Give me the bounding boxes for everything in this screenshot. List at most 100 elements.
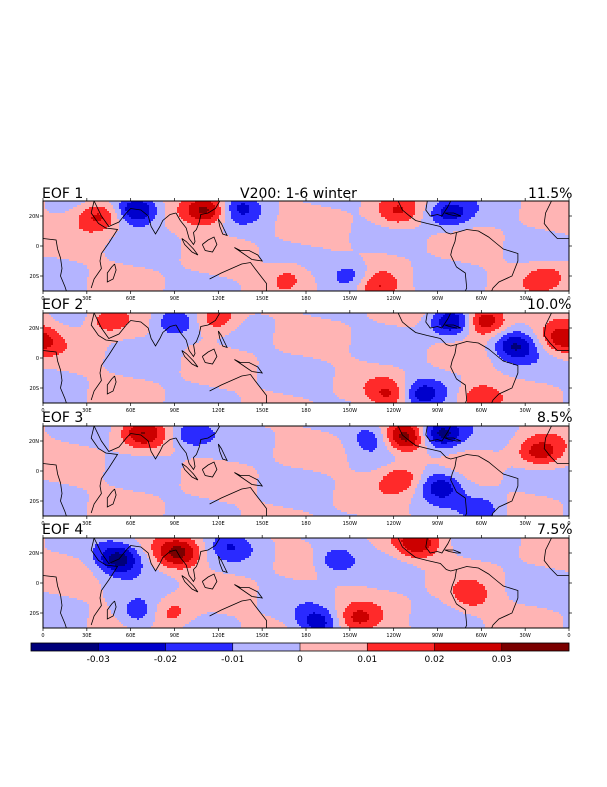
colorbar-swatch bbox=[434, 643, 502, 651]
lat-tick-label: 0 bbox=[36, 244, 39, 250]
eof-field-1 bbox=[43, 201, 569, 291]
lon-tick-label: 90E bbox=[170, 633, 180, 639]
coastlines-1 bbox=[43, 201, 569, 291]
lon-tick-label: 180 bbox=[301, 521, 311, 527]
lat-tick-label: 0 bbox=[36, 581, 39, 587]
lon-tick-label: 60W bbox=[476, 633, 487, 639]
coastlines-4 bbox=[43, 538, 569, 628]
lon-tick-label: 150W bbox=[343, 521, 358, 527]
coastlines-2 bbox=[43, 313, 569, 403]
colorbar-label: 0.01 bbox=[357, 655, 377, 665]
colorbar-swatch bbox=[98, 643, 166, 651]
lon-tick-label: 60E bbox=[126, 296, 136, 302]
lon-tick-label: 60W bbox=[476, 408, 487, 414]
lon-tick-label: 180 bbox=[301, 408, 311, 414]
colorbar-swatch bbox=[300, 643, 368, 651]
panel-1-variance: 11.5% bbox=[528, 187, 572, 201]
lon-tick-label: 90E bbox=[170, 521, 180, 527]
colorbar-label: 0.02 bbox=[424, 655, 444, 665]
lon-tick-label: 0 bbox=[41, 633, 44, 639]
lon-tick-label: 120W bbox=[386, 633, 401, 639]
panel-2-variance: 10.0% bbox=[527, 298, 571, 312]
colorbar-label: -0.02 bbox=[154, 655, 177, 665]
lon-tick-label: 30W bbox=[520, 521, 531, 527]
lon-tick-label: 90W bbox=[432, 633, 443, 639]
lon-tick-label: 150E bbox=[256, 521, 269, 527]
lon-tick-label: 30E bbox=[82, 296, 92, 302]
lat-tick-label: 20S bbox=[29, 274, 39, 280]
lon-tick-label: 120E bbox=[212, 521, 225, 527]
lon-tick-label: 0 bbox=[567, 521, 570, 527]
colorbar-label: -0.03 bbox=[87, 655, 110, 665]
eof-field-3 bbox=[43, 426, 569, 516]
lon-tick-label: 0 bbox=[567, 633, 570, 639]
lon-tick-label: 60W bbox=[476, 296, 487, 302]
colorbar-swatch bbox=[232, 643, 301, 651]
lon-tick-label: 30W bbox=[520, 296, 531, 302]
lat-tick-label: 20S bbox=[29, 611, 39, 617]
colorbar-label: 0 bbox=[297, 655, 303, 665]
eof-panel-4: 0 30E 60E 90E 120E 150E 180 150W 120W 90W 60W 30W 0 2… bbox=[29, 535, 572, 639]
lon-tick-label: 30E bbox=[82, 633, 92, 639]
lon-tick-label: 60W bbox=[476, 521, 487, 527]
coastlines-3 bbox=[43, 426, 569, 516]
lat-tick-label: 20S bbox=[29, 386, 39, 392]
lon-tick-label: 120E bbox=[212, 408, 225, 414]
lat-tick-label: 0 bbox=[36, 469, 39, 475]
lon-tick-label: 30W bbox=[520, 408, 531, 414]
lat-tick-label: 20S bbox=[29, 499, 39, 505]
lat-tick-label: 20N bbox=[29, 214, 39, 220]
lon-tick-label: 0 bbox=[41, 408, 44, 414]
panel-4-label: EOF 4 bbox=[42, 523, 83, 537]
lon-tick-label: 180 bbox=[301, 633, 311, 639]
lon-tick-label: 120E bbox=[212, 633, 225, 639]
eof-field-4 bbox=[43, 538, 569, 628]
lon-tick-label: 0 bbox=[41, 521, 44, 527]
lon-tick-label: 150E bbox=[256, 633, 269, 639]
lat-tick-label: 0 bbox=[36, 356, 39, 362]
panel-3-label: EOF 3 bbox=[42, 411, 83, 425]
lon-tick-label: 150W bbox=[343, 296, 358, 302]
panel-1-label: EOF 1 bbox=[42, 187, 83, 201]
lon-tick-label: 60E bbox=[126, 408, 136, 414]
lat-tick-label: 20N bbox=[29, 551, 39, 557]
eof-field-2 bbox=[43, 313, 569, 403]
colorbar-label: 0.03 bbox=[492, 655, 512, 665]
lon-tick-label: 150W bbox=[343, 408, 358, 414]
lon-tick-label: 90W bbox=[432, 521, 443, 527]
lon-tick-label: 120W bbox=[386, 521, 401, 527]
eof-panel-3: 0 30E 60E 90E 120E 150E 180 150W 120W 90W 60W 30W 0 2… bbox=[29, 423, 572, 527]
lon-tick-label: 90W bbox=[432, 296, 443, 302]
lon-tick-label: 90E bbox=[170, 408, 180, 414]
lon-tick-label: 150E bbox=[256, 408, 269, 414]
panel-4-variance: 7.5% bbox=[537, 523, 573, 537]
lon-tick-label: 150E bbox=[256, 296, 269, 302]
colorbar-swatch bbox=[165, 643, 233, 651]
lon-tick-label: 120E bbox=[212, 296, 225, 302]
colorbar-label: -0.01 bbox=[221, 655, 244, 665]
colorbar-swatch bbox=[367, 643, 435, 651]
eof-panel-1: 0 30E 60E 90E 120E 150E 180 150W 120W 90W 60W 30W 0 2… bbox=[29, 198, 572, 302]
panel-3-variance: 8.5% bbox=[537, 411, 573, 425]
lon-tick-label: 30W bbox=[520, 633, 531, 639]
colorbar-swatch bbox=[501, 643, 570, 651]
lon-tick-label: 120W bbox=[386, 408, 401, 414]
lon-tick-label: 0 bbox=[567, 408, 570, 414]
colorbar: -0.03 -0.02 -0.01 0 0.01 0.02 0.03 bbox=[30, 642, 570, 665]
lon-tick-label: 0 bbox=[41, 296, 44, 302]
lat-tick-label: 20N bbox=[29, 439, 39, 445]
lon-tick-label: 60E bbox=[126, 633, 136, 639]
lon-tick-label: 30E bbox=[82, 408, 92, 414]
lon-tick-label: 90W bbox=[432, 408, 443, 414]
lon-tick-label: 30E bbox=[82, 521, 92, 527]
lon-tick-label: 150W bbox=[343, 633, 358, 639]
lon-tick-label: 180 bbox=[301, 296, 311, 302]
colorbar-swatch bbox=[31, 643, 99, 651]
lon-tick-label: 90E bbox=[170, 296, 180, 302]
lat-tick-label: 20N bbox=[29, 326, 39, 332]
eof-panel-2: 0 30E 60E 90E 120E 150E 180 150W 120W 90W 60W 30W 0 2… bbox=[29, 310, 572, 414]
lon-tick-label: 0 bbox=[567, 296, 570, 302]
figure-title: V200: 1-6 winter bbox=[240, 187, 357, 201]
panel-2-label: EOF 2 bbox=[42, 298, 83, 312]
